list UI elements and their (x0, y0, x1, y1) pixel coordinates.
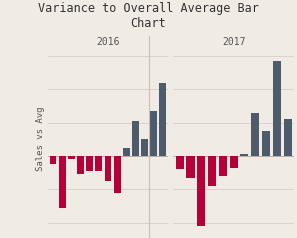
Bar (262, 131, 270, 156)
Bar (273, 61, 281, 156)
Bar (114, 156, 121, 193)
Bar (219, 156, 227, 176)
Bar (77, 156, 84, 174)
Bar (86, 156, 93, 171)
Bar (240, 154, 249, 156)
Bar (123, 148, 130, 156)
Bar (141, 139, 148, 156)
Text: Variance to Overall Average Bar
Chart: Variance to Overall Average Bar Chart (38, 2, 259, 30)
Bar (187, 156, 195, 178)
Bar (68, 156, 75, 159)
Bar (105, 156, 111, 181)
Bar (197, 156, 205, 226)
Bar (159, 83, 166, 156)
Bar (132, 121, 139, 156)
Y-axis label: Sales vs Avg: Sales vs Avg (36, 107, 45, 172)
Bar (284, 119, 292, 156)
Bar (150, 111, 157, 156)
Bar (208, 156, 216, 186)
Bar (230, 156, 238, 168)
Bar (251, 113, 259, 156)
Bar (176, 156, 184, 169)
Bar (50, 156, 56, 164)
Bar (59, 156, 66, 208)
Bar (95, 156, 102, 171)
Title: 2017: 2017 (222, 37, 245, 47)
Title: 2016: 2016 (96, 37, 120, 47)
